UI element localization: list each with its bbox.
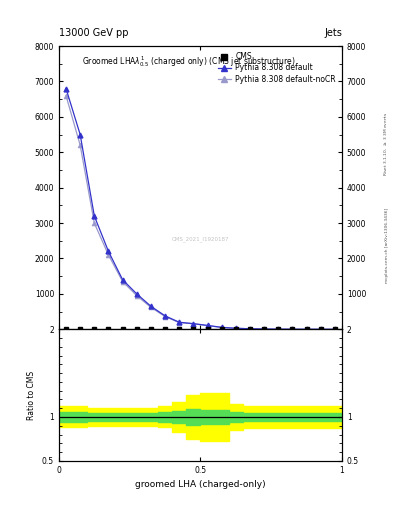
X-axis label: groomed LHA (charged-only): groomed LHA (charged-only)	[135, 480, 266, 489]
Y-axis label: Ratio to CMS: Ratio to CMS	[28, 371, 37, 420]
Text: mcplots.cern.ch [arXiv:1306.3436]: mcplots.cern.ch [arXiv:1306.3436]	[385, 208, 389, 283]
Legend: CMS, Pythia 8.308 default, Pythia 8.308 default-noCR: CMS, Pythia 8.308 default, Pythia 8.308 …	[215, 50, 338, 86]
Text: Rivet 3.1.10, $\geq$ 3.3M events: Rivet 3.1.10, $\geq$ 3.3M events	[382, 111, 389, 176]
Text: 13000 GeV pp: 13000 GeV pp	[59, 28, 129, 38]
Text: Groomed LHA$\lambda^{1}_{0.5}$ (charged only) (CMS jet substructure): Groomed LHA$\lambda^{1}_{0.5}$ (charged …	[82, 55, 296, 70]
Text: Jets: Jets	[324, 28, 342, 38]
Text: CMS_2021_I1920187: CMS_2021_I1920187	[172, 236, 229, 242]
